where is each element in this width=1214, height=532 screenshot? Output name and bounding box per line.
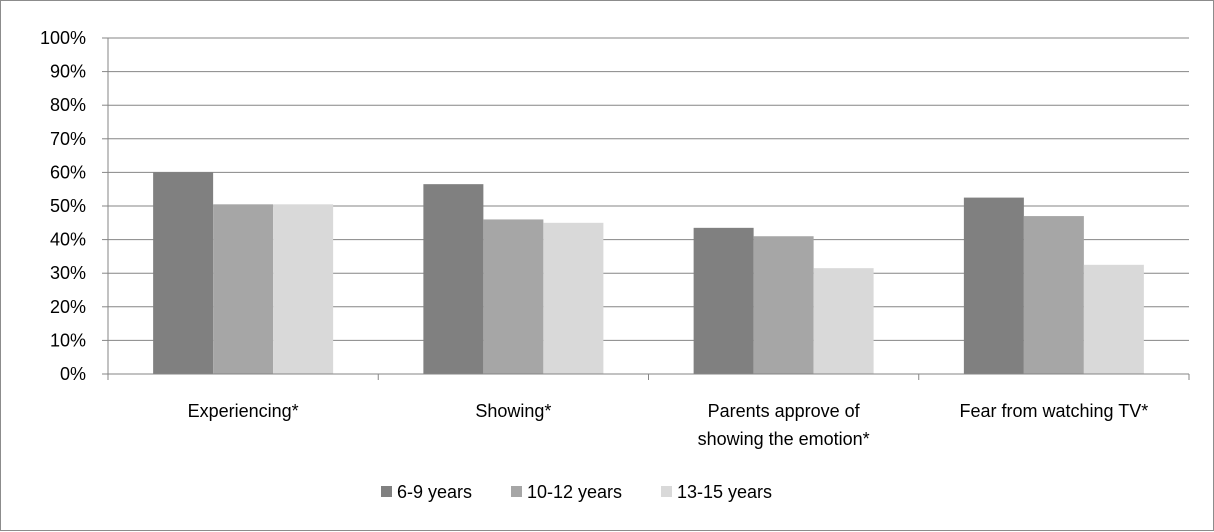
- bar: [213, 204, 274, 374]
- bar: [813, 268, 874, 374]
- y-tick-label: 40%: [50, 230, 86, 250]
- bar: [423, 184, 484, 374]
- y-tick-label: 0%: [60, 364, 86, 384]
- bar: [543, 222, 604, 374]
- legend-label: 13-15 years: [677, 482, 772, 502]
- bar: [753, 236, 814, 374]
- y-tick-label: 90%: [50, 62, 86, 82]
- series-6-9-years: [153, 172, 1024, 374]
- y-tick-label: 60%: [50, 162, 86, 182]
- legend-label: 10-12 years: [527, 482, 622, 502]
- legend-swatch: [661, 486, 672, 497]
- bar: [483, 219, 544, 374]
- category-label-line: Parents approve of: [708, 401, 861, 421]
- legend: 6-9 years 10-12 years 13-15 years: [381, 482, 772, 502]
- category-label-line: Showing*: [475, 401, 551, 421]
- bar: [273, 204, 334, 374]
- bar: [693, 227, 754, 374]
- y-tick-label: 80%: [50, 95, 86, 115]
- legend-item: 10-12 years: [511, 482, 622, 502]
- y-tick-label: 70%: [50, 129, 86, 149]
- x-axis-category-labels: Experiencing* Showing* Parents approve of s…: [188, 401, 1149, 449]
- legend-item: 13-15 years: [661, 482, 772, 502]
- legend-item: 6-9 years: [381, 482, 472, 502]
- category-label: Fear from watching TV*: [960, 401, 1149, 421]
- series-13-15-years: [273, 204, 1144, 374]
- bar: [1083, 264, 1144, 374]
- category-label: Showing*: [475, 401, 551, 421]
- y-tick-label: 30%: [50, 263, 86, 283]
- x-tick-marks: [107, 374, 1190, 380]
- bar: [1023, 216, 1084, 374]
- category-label-line: showing the emotion*: [698, 429, 870, 449]
- y-tick-label: 10%: [50, 330, 86, 350]
- bar: [153, 172, 214, 374]
- y-tick-label: 100%: [40, 28, 86, 48]
- bars: [153, 172, 1144, 374]
- category-label: Parents approve of showing the emotion*: [698, 401, 870, 449]
- legend-label: 6-9 years: [397, 482, 472, 502]
- y-tick-label: 50%: [50, 196, 86, 216]
- y-tick-label: 20%: [50, 297, 86, 317]
- series-10-12-years: [213, 204, 1084, 374]
- category-label-line: Experiencing*: [188, 401, 299, 421]
- category-label-line: Fear from watching TV*: [960, 401, 1149, 421]
- legend-swatch: [381, 486, 392, 497]
- bar: [963, 197, 1024, 374]
- y-axis-tick-labels: 0% 10% 20% 30% 40% 50% 60% 70% 80% 90% 100%: [40, 28, 86, 384]
- category-label: Experiencing*: [188, 401, 299, 421]
- legend-swatch: [511, 486, 522, 497]
